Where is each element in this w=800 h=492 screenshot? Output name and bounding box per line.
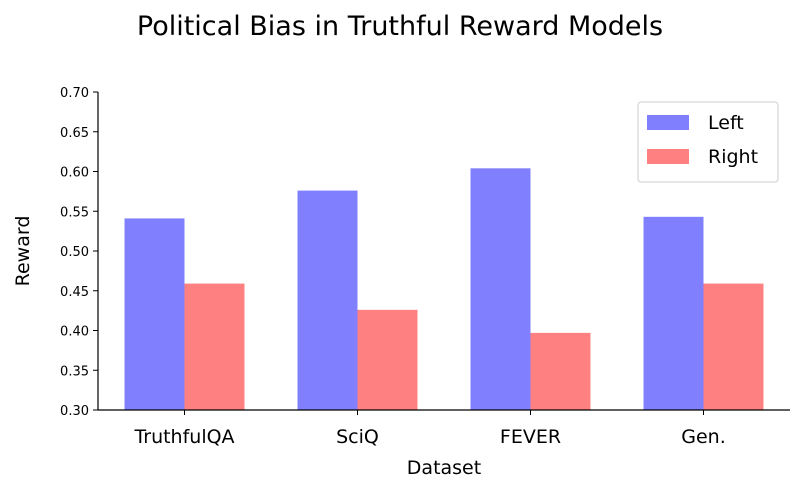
bar-right-fever: [530, 332, 591, 410]
x-tick-label: TruthfulQA: [133, 426, 234, 448]
legend-swatch-left: [647, 115, 689, 130]
legend-label-right: Right: [708, 146, 758, 168]
bar-left-gen: [643, 216, 704, 410]
y-tick-label: 0.65: [60, 126, 89, 141]
bars-group: [124, 168, 764, 410]
bar-right-sciq: [357, 309, 418, 410]
bar-left-sciq: [297, 190, 358, 410]
legend-label-left: Left: [708, 112, 744, 134]
y-tick-label: 0.35: [60, 364, 89, 379]
bar-right-gen: [703, 283, 764, 410]
legend: Left Right: [637, 101, 779, 183]
y-tick-label: 0.60: [60, 166, 89, 181]
y-tick-label: 0.55: [60, 205, 89, 220]
x-tick-label: Gen.: [681, 426, 726, 448]
y-axis-label: Reward: [12, 216, 34, 287]
bar-left-fever: [470, 168, 531, 410]
y-axis: 0.30 0.35 0.40 0.45 0.50 0.55 0.60 0.65 0.70: [60, 86, 99, 419]
x-axis: TruthfulQA SciQ FEVER Gen.: [98, 409, 790, 448]
bar-right-truthfulqa: [184, 283, 245, 410]
y-tick-label: 0.45: [60, 285, 89, 300]
bar-left-truthfulqa: [124, 218, 185, 410]
y-tick-label: 0.30: [60, 404, 89, 419]
chart-title: Political Bias in Truthful Reward Models: [137, 11, 663, 42]
x-tick-label: FEVER: [500, 426, 561, 448]
y-tick-label: 0.50: [60, 245, 89, 260]
x-tick-label: SciQ: [336, 426, 379, 448]
y-tick-label: 0.40: [60, 325, 89, 340]
x-axis-label: Dataset: [407, 457, 481, 479]
legend-swatch-right: [647, 149, 689, 164]
y-tick-label: 0.70: [60, 86, 89, 101]
